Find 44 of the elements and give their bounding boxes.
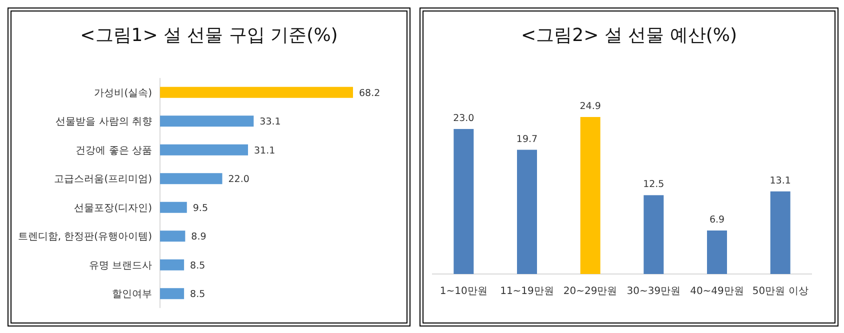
x-tick-label: 50만원 이상 (752, 286, 808, 297)
bar (707, 230, 727, 274)
data-label: 8.9 (191, 232, 206, 243)
bar (770, 191, 790, 274)
bar (160, 173, 222, 184)
data-label: 33.1 (260, 116, 281, 128)
bar (517, 150, 537, 274)
y-tick-label: 고급스러움(프리미엄) (54, 174, 152, 186)
y-tick-label: 할인여부 (112, 289, 152, 300)
bar (644, 195, 664, 274)
bar (160, 230, 186, 242)
x-tick-label: 40~49만원 (690, 286, 744, 297)
chart-title: <그림2> 설 선물 예산(%) (521, 25, 737, 46)
bar (160, 288, 184, 300)
bar (160, 144, 248, 156)
y-tick-label: 선물포장(디자인) (74, 202, 152, 214)
data-label: 12.5 (643, 179, 664, 190)
data-label: 6.9 (709, 214, 725, 226)
x-tick-label: 1~10만원 (440, 286, 488, 297)
data-label: 9.5 (192, 202, 208, 214)
chart-title: <그림1> 설 선물 구입 기준(%) (80, 25, 338, 46)
bar (160, 86, 353, 98)
y-tick-label: 선물받을 사람의 취향 (56, 116, 152, 128)
data-label: 68.2 (359, 88, 380, 99)
bar (160, 259, 184, 270)
y-tick-label: 트렌디함, 한정판(유행아이템) (18, 232, 152, 243)
data-label: 31.1 (254, 145, 276, 156)
data-label: 23.0 (453, 112, 474, 124)
data-label: 8.5 (190, 260, 206, 272)
x-tick-label: 30~39만원 (626, 286, 681, 297)
data-label: 24.9 (580, 101, 601, 112)
data-label: 22.0 (228, 174, 250, 186)
data-label: 13.1 (770, 175, 791, 186)
y-tick-label: 유명 브랜드사 (88, 260, 152, 272)
data-label: 19.7 (516, 134, 538, 145)
x-tick-label: 11~19만원 (500, 286, 554, 297)
y-tick-label: 건강에 좋은 상품 (76, 145, 152, 156)
bar (580, 117, 600, 274)
y-tick-label: 가성비(실속) (94, 88, 152, 99)
bar (454, 128, 474, 274)
x-tick-label: 20~29만원 (563, 286, 618, 297)
bar (160, 116, 254, 127)
data-label: 8.5 (190, 289, 206, 300)
bar (160, 202, 187, 213)
